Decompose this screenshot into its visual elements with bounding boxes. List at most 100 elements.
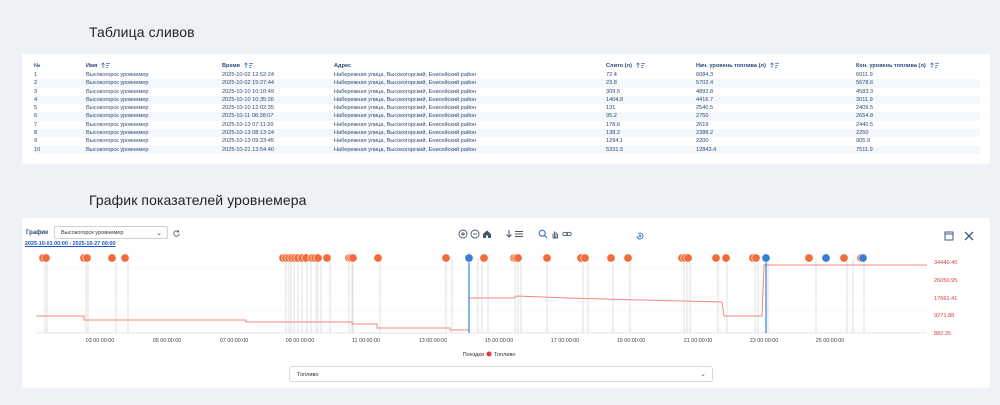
table-cell: 5702.4 (696, 79, 856, 88)
col-end-level[interactable]: Кон. уровень топлива (л) (856, 60, 980, 71)
table-cell: 2540.5 (696, 105, 714, 112)
drain-event-marker (322, 253, 332, 263)
drain-event-marker (441, 253, 451, 263)
table-row[interactable]: 7 Высокогорск уровнемер 2025-10-13 07:11:2… (34, 121, 980, 129)
fuel-series-line (36, 264, 927, 331)
y-tick-label: 17661.41 (934, 296, 957, 302)
table-cell: Высокогорск уровнемер (86, 129, 222, 138)
table-cell: 2619 (696, 121, 709, 128)
link-icon[interactable] (562, 229, 572, 239)
col-address[interactable]: Адрес (334, 62, 352, 69)
legend-fuel-dot (486, 351, 492, 357)
table-cell: Высокогорск уровнемер (86, 72, 149, 78)
table-cell: 131 (606, 105, 616, 112)
table-cell: 95.2 (606, 112, 696, 121)
trip-event-marker (761, 253, 771, 263)
table-row[interactable]: 3 Высокогорск уровнемер 2025-10-10 10:10:4… (34, 88, 980, 96)
chart-section-title: График показателей уровнемера (89, 192, 307, 208)
table-row[interactable]: 4 Высокогорск уровнемер 2025-10-10 10:35:2… (34, 95, 980, 105)
sensor-select-value: Высокогорск уровнемер (61, 230, 124, 236)
x-tick-label: 13 00:00:00 (419, 338, 447, 344)
x-tick-label: 15 00:00:00 (485, 338, 513, 344)
drain-event-marker (721, 253, 731, 263)
sort-icon[interactable] (930, 62, 939, 69)
table-cell: 3 (34, 88, 38, 95)
x-tick-label: 23 00:00:00 (750, 338, 778, 344)
refresh-icon[interactable] (172, 229, 181, 238)
legend-trips: Поездки (463, 352, 484, 358)
table-row[interactable]: 2 Высокогорск уровнемер 2025-10-02 15:27:4… (34, 79, 980, 88)
fuel-select[interactable]: Топливо ⌄ (289, 366, 713, 382)
x-tick-label: 07 00:00:00 (220, 338, 248, 344)
table-cell: Набережная улица, Высокогорский, Енисейс… (334, 129, 606, 138)
table-cell: 10 (34, 145, 86, 154)
table-row[interactable]: 9 Высокогорск уровнемер 2025-10-13 09:23:4… (34, 137, 980, 145)
table-cell: 6 (34, 112, 86, 121)
zoom-in-icon[interactable] (458, 229, 468, 239)
home-icon[interactable] (482, 229, 492, 239)
table-cell: 5678.6 (856, 79, 980, 88)
date-range-link[interactable]: 2025-10-01 00:00 - 2025-10-27 00:00 (25, 241, 116, 247)
drain-event-marker (120, 253, 130, 263)
table-cell: 2025-10-11 08:38:07 (222, 112, 334, 121)
sort-icon[interactable] (101, 62, 111, 69)
sensor-select[interactable]: Высокогорск уровнемер ⌄ (54, 226, 168, 239)
table-cell: Набережная улица, Высокогорский, Енисейс… (334, 72, 477, 78)
table-cell: 2025-10-21 13:54:40 (222, 145, 334, 154)
table-cell: 2025-10-13 09:23:45 (222, 138, 274, 145)
col-start-level[interactable]: Нач. уровень топлива (л) (696, 60, 856, 71)
fuel-chart[interactable]: 34440.40 26050.95 17661.41 9271.88 882.35 03 … (22, 218, 990, 366)
drain-event-marker (606, 253, 616, 263)
drain-event-marker (623, 253, 633, 263)
table-row[interactable]: 6 Высокогорск уровнемер 2025-10-11 08:38:0… (34, 112, 980, 121)
table-cell: 6011.9 (856, 72, 873, 78)
table-cell: Набережная улица, Высокогорский, Енисейс… (334, 88, 477, 95)
x-tick-label: 25 00:00:00 (816, 338, 844, 344)
y-tick-label: 9271.88 (934, 313, 954, 319)
table-cell: 3011.9 (856, 95, 980, 105)
table-cell: 2750 (696, 112, 856, 121)
col-name[interactable]: Имя (86, 60, 222, 71)
table-cell: 2025-10-10 10:35:26 (222, 95, 334, 105)
table-row[interactable]: 5 Высокогорск уровнемер 2025-10-10 12:02:3… (34, 104, 980, 112)
close-icon[interactable] (964, 231, 974, 241)
y-tick-label: 26050.95 (934, 278, 957, 284)
drain-event-marker (580, 253, 590, 263)
sort-icon[interactable] (636, 62, 645, 69)
zoom-out-icon[interactable] (470, 229, 480, 239)
table-cell: 23.8 (606, 79, 696, 88)
col-time[interactable]: Время (222, 60, 334, 71)
y-tick-label: 34440.40 (934, 260, 957, 266)
table-cell: 1294.1 (606, 138, 624, 145)
search-icon[interactable] (538, 229, 548, 239)
table-cell: 2025-10-10 12:02:35 (222, 105, 274, 112)
col-drained[interactable]: Слито (л) (606, 60, 696, 71)
x-tick-label: 17 00:00:00 (551, 338, 579, 344)
download-icon[interactable] (504, 229, 514, 239)
sort-icon[interactable] (770, 62, 779, 69)
table-cell: 905.9 (856, 138, 870, 145)
table-row[interactable]: 10 Высокогорск уровнемер 2025-10-21 13:54:… (34, 145, 980, 154)
pan-icon[interactable] (550, 229, 560, 239)
drain-event-marker (82, 253, 92, 263)
drain-event-marker (751, 253, 761, 263)
trip-event-marker (858, 253, 868, 263)
sort-icon[interactable] (244, 62, 253, 69)
table-cell: 2025-10-02 12:52:24 (222, 72, 274, 78)
table-cell: 5 (34, 105, 38, 112)
table-row[interactable]: 8 Высокогорск уровнемер 2025-10-13 08:13:2… (34, 129, 980, 138)
table-cell: Высокогорск уровнемер (86, 121, 149, 128)
table-cell: Набережная улица, Высокогорский, Енисейс… (334, 105, 477, 112)
col-number[interactable]: № (34, 62, 41, 69)
drain-event-marker (373, 253, 383, 263)
table-cell: 1404.8 (606, 95, 696, 105)
table-cell: Высокогорск уровнемер (86, 95, 222, 105)
menu-icon[interactable] (514, 229, 524, 239)
fuel-select-value: Топливо (297, 372, 319, 378)
table-row[interactable]: 1 Высокогорск уровнемер 2025-10-02 12:52:2… (34, 71, 980, 79)
maximize-icon[interactable] (944, 231, 954, 241)
table-cell: 2388.2 (696, 129, 856, 138)
table-cell: 2025-10-13 07:11:20 (222, 121, 274, 128)
table-cell: 2409.5 (856, 105, 874, 112)
reset-zoom-icon[interactable] (635, 231, 645, 241)
